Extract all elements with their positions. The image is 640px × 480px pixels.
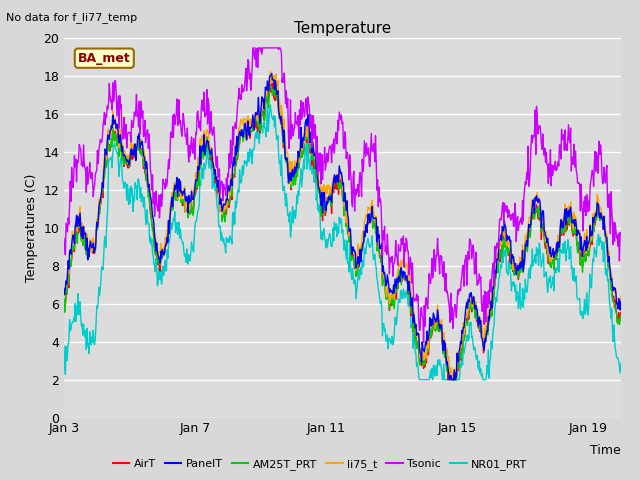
- Tsonic: [384, 247, 392, 252]
- Line: Tsonic: Tsonic: [64, 48, 621, 342]
- PanelT: [384, 277, 392, 283]
- Tsonic: [415, 327, 423, 333]
- AM25T_PRT: [384, 290, 392, 296]
- AirT: [444, 377, 452, 383]
- Tsonic: [541, 145, 548, 151]
- Text: Time: Time: [590, 444, 621, 457]
- li75_t: [484, 318, 492, 324]
- li75_t: [60, 288, 68, 293]
- PanelT: [445, 377, 453, 383]
- Text: No data for f_li77_temp: No data for f_li77_temp: [6, 12, 138, 23]
- AirT: [399, 276, 406, 282]
- li75_t: [266, 69, 274, 74]
- Tsonic: [94, 161, 102, 167]
- li75_t: [399, 260, 406, 266]
- PanelT: [484, 328, 492, 334]
- NR01_PRT: [264, 96, 271, 102]
- Tsonic: [484, 305, 492, 311]
- AirT: [94, 221, 102, 227]
- AirT: [617, 310, 625, 315]
- PanelT: [617, 299, 625, 304]
- li75_t: [384, 283, 392, 289]
- PanelT: [268, 71, 275, 76]
- Line: AM25T_PRT: AM25T_PRT: [64, 86, 621, 380]
- NR01_PRT: [541, 272, 548, 277]
- AM25T_PRT: [541, 239, 548, 245]
- AM25T_PRT: [484, 332, 492, 338]
- li75_t: [94, 217, 102, 223]
- AirT: [541, 242, 548, 248]
- Line: li75_t: li75_t: [64, 72, 621, 380]
- Y-axis label: Temperatures (C): Temperatures (C): [25, 174, 38, 282]
- PanelT: [541, 229, 548, 235]
- NR01_PRT: [617, 360, 625, 366]
- AM25T_PRT: [617, 312, 625, 318]
- AM25T_PRT: [446, 377, 454, 383]
- PanelT: [399, 275, 406, 280]
- AM25T_PRT: [415, 360, 423, 366]
- Tsonic: [617, 231, 625, 237]
- Legend: AirT, PanelT, AM25T_PRT, li75_t, Tsonic, NR01_PRT: AirT, PanelT, AM25T_PRT, li75_t, Tsonic,…: [108, 455, 532, 474]
- NR01_PRT: [399, 296, 406, 301]
- PanelT: [415, 345, 423, 351]
- NR01_PRT: [415, 377, 423, 383]
- AirT: [384, 290, 392, 296]
- Tsonic: [60, 236, 68, 241]
- Line: PanelT: PanelT: [64, 73, 621, 380]
- NR01_PRT: [484, 371, 492, 376]
- Tsonic: [399, 240, 406, 246]
- PanelT: [94, 219, 102, 225]
- Line: AirT: AirT: [64, 78, 621, 380]
- NR01_PRT: [384, 346, 392, 352]
- AM25T_PRT: [267, 83, 275, 89]
- Tsonic: [420, 339, 428, 345]
- AirT: [484, 328, 492, 334]
- Line: NR01_PRT: NR01_PRT: [64, 99, 621, 380]
- Title: Temperature: Temperature: [294, 21, 391, 36]
- NR01_PRT: [94, 300, 102, 306]
- li75_t: [448, 377, 456, 383]
- PanelT: [60, 286, 68, 292]
- Tsonic: [249, 45, 257, 51]
- li75_t: [617, 294, 625, 300]
- NR01_PRT: [60, 343, 68, 349]
- AM25T_PRT: [399, 270, 406, 276]
- Text: BA_met: BA_met: [78, 52, 131, 65]
- AM25T_PRT: [94, 222, 102, 228]
- li75_t: [415, 346, 423, 352]
- AirT: [268, 75, 275, 81]
- AirT: [415, 358, 423, 363]
- NR01_PRT: [416, 377, 424, 383]
- li75_t: [541, 230, 548, 236]
- AM25T_PRT: [60, 296, 68, 302]
- AirT: [60, 297, 68, 302]
